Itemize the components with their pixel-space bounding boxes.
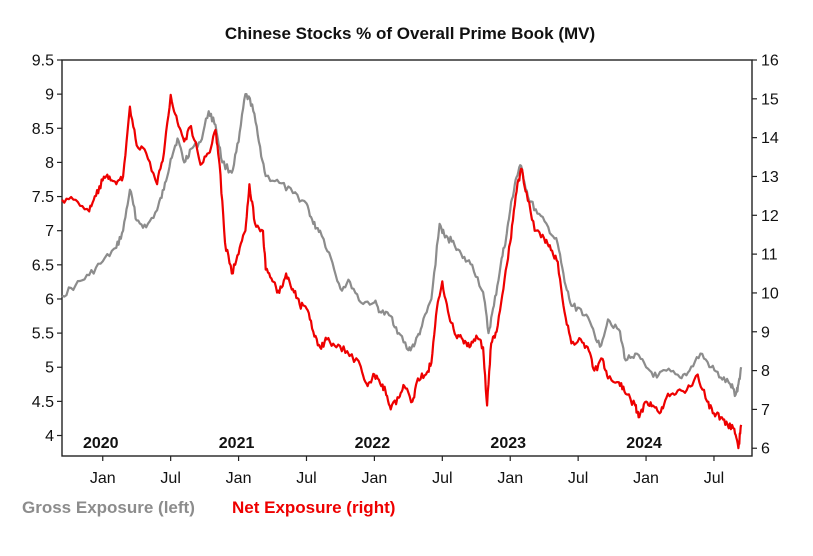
left-tick-label: 8 [45, 155, 54, 172]
x-tick-label: Jul [160, 470, 180, 487]
left-tick-label: 8.5 [32, 121, 54, 138]
legend-gross-exposure: Gross Exposure (left) [22, 498, 195, 517]
plot-frame [61, 59, 753, 457]
left-tick-label: 7.5 [32, 189, 54, 206]
x-tick-label: Jul [296, 470, 316, 487]
left-tick-label: 9 [45, 87, 54, 104]
right-axis: 6 7 8 9 10 11 12 13 14 15 16 [752, 53, 779, 458]
legend: Gross Exposure (left) Net Exposure (righ… [22, 498, 395, 517]
left-tick-label: 5 [45, 360, 54, 377]
legend-net-exposure: Net Exposure (right) [232, 498, 395, 517]
left-tick-label: 4.5 [32, 394, 54, 411]
right-tick-label: 11 [761, 247, 778, 264]
right-tick-label: 8 [761, 363, 770, 380]
left-tick-label: 6.5 [32, 257, 54, 274]
left-tick-label: 5.5 [32, 326, 54, 343]
right-tick-label: 14 [761, 130, 779, 147]
right-tick-label: 16 [761, 53, 779, 70]
year-label: 2021 [219, 435, 255, 452]
right-tick-label: 6 [761, 441, 770, 458]
x-tick-label: Jul [432, 470, 452, 487]
left-tick-label: 6 [45, 291, 54, 308]
x-axis: Jan Jul Jan Jul Jan Jul Jan Jul Jan Jul [90, 456, 724, 487]
x-tick-label: Jan [362, 470, 388, 487]
left-tick-label: 9.5 [32, 53, 54, 70]
year-label: 2020 [83, 435, 119, 452]
x-tick-label: Jan [90, 470, 116, 487]
year-label: 2022 [355, 435, 391, 452]
right-tick-label: 13 [761, 169, 779, 186]
series-lines [61, 92, 743, 450]
x-tick-label: Jan [226, 470, 252, 487]
right-tick-label: 15 [761, 91, 779, 108]
x-tick-label: Jul [704, 470, 724, 487]
right-tick-label: 7 [761, 402, 770, 419]
right-tick-label: 10 [761, 285, 779, 302]
x-tick-label: Jul [568, 470, 588, 487]
left-axis: 4 4.5 5 5.5 6 6.5 7 7.5 8 8.5 9 9.5 [32, 53, 62, 445]
x-tick-label: Jan [633, 470, 659, 487]
year-label: 2024 [626, 435, 662, 452]
net-exposure-line [61, 93, 743, 450]
gross-exposure-line [61, 92, 743, 398]
year-labels: 2020 2021 2022 2023 2024 [83, 435, 662, 452]
right-tick-label: 9 [761, 324, 770, 341]
year-label: 2023 [490, 435, 526, 452]
right-tick-label: 12 [761, 208, 779, 225]
chart-title: Chinese Stocks % of Overall Prime Book (… [225, 24, 595, 43]
left-tick-label: 7 [45, 223, 54, 240]
left-tick-label: 4 [45, 428, 54, 445]
x-tick-label: Jan [497, 470, 523, 487]
